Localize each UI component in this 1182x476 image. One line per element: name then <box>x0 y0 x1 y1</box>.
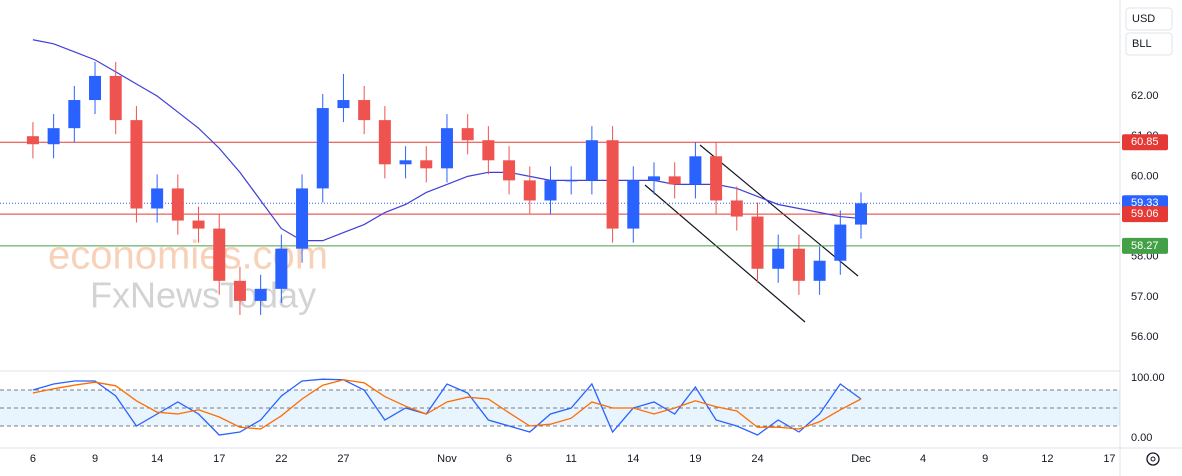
candle-body <box>213 228 226 281</box>
gear[interactable] <box>1146 452 1160 466</box>
button-frame[interactable] <box>1125 32 1173 56</box>
candle-body <box>813 260 826 281</box>
candle-body <box>710 156 723 201</box>
x-tick-label: Dec <box>851 453 871 465</box>
trend-line <box>699 144 859 277</box>
candle-body <box>647 176 660 181</box>
price-tag <box>1122 206 1168 223</box>
candle-body <box>585 140 598 181</box>
button-label[interactable]: BLL <box>1132 38 1152 50</box>
candle-body <box>751 216 764 269</box>
candle-body <box>26 136 39 145</box>
x-tick-label: 6 <box>506 453 512 465</box>
candle-body <box>399 160 412 165</box>
candle-body <box>296 188 309 249</box>
candle-body <box>606 140 619 229</box>
candle-body <box>337 100 350 109</box>
candle-body <box>730 200 743 217</box>
x-tick-label: 11 <box>565 453 576 465</box>
oscillator-line <box>32 378 862 436</box>
x-tick-label: Nov <box>437 453 457 465</box>
price-tag-label: 59.06 <box>1131 208 1159 220</box>
candle-body <box>358 100 371 121</box>
osc-tick-label: 0.00 <box>1131 432 1152 444</box>
y-tick-label: 62.00 <box>1131 90 1159 102</box>
y-tick-label: 60.00 <box>1131 170 1159 182</box>
candle-body <box>275 248 288 289</box>
candle-body <box>233 280 246 301</box>
x-tick-label: 19 <box>689 453 701 465</box>
candle-body <box>523 180 536 201</box>
x-tick-label: 22 <box>275 453 287 465</box>
x-tick-label: 6 <box>30 453 36 465</box>
candle-body <box>47 128 60 145</box>
candle-body <box>772 248 785 269</box>
candle-body <box>544 180 557 201</box>
oscillator-line <box>32 379 862 430</box>
button-frame[interactable] <box>1125 7 1173 31</box>
candle-body <box>668 176 681 185</box>
candle-body <box>130 120 143 209</box>
trend-line <box>644 184 806 323</box>
candle-body <box>834 224 847 261</box>
gear-center[interactable] <box>1150 456 1156 462</box>
candle-body <box>440 128 453 169</box>
candle-body <box>503 160 516 181</box>
price-tag <box>1122 237 1168 254</box>
button-label[interactable]: USD <box>1132 13 1155 25</box>
candle-body <box>151 188 164 209</box>
x-tick-label: 14 <box>627 453 639 465</box>
x-tick-label: 27 <box>337 453 349 465</box>
y-tick-label: 56.00 <box>1131 331 1159 343</box>
osc-tick-label: 100.00 <box>1131 372 1165 384</box>
candle-body <box>378 120 391 165</box>
candle-body <box>109 75 122 121</box>
moving-average <box>32 39 862 242</box>
x-tick-label: 12 <box>1041 453 1053 465</box>
x-tick-label: 24 <box>751 453 763 465</box>
candle-body <box>254 288 267 301</box>
candle-body <box>461 128 474 141</box>
x-tick-label: 17 <box>213 453 225 465</box>
candle-body <box>627 180 640 229</box>
candle-body <box>171 188 184 221</box>
settings-icon[interactable] <box>1146 452 1160 466</box>
currency-button[interactable]: USD <box>1125 7 1173 31</box>
candle-body <box>565 180 578 182</box>
x-tick-label: 4 <box>920 453 926 465</box>
x-tick-label: 9 <box>92 453 98 465</box>
candle-body <box>420 160 433 169</box>
price-tag <box>1122 134 1168 151</box>
candle-body <box>89 75 102 101</box>
x-tick-label: 9 <box>982 453 988 465</box>
candle-body <box>316 108 329 189</box>
candle-body <box>689 156 702 185</box>
candle-body <box>792 248 805 281</box>
unit-button[interactable]: BLL <box>1125 32 1173 56</box>
candle-body <box>68 100 81 129</box>
candle-body <box>482 140 495 161</box>
y-tick-label: 57.00 <box>1131 291 1159 303</box>
price-tag-label: 58.27 <box>1131 240 1159 252</box>
candle-body <box>192 220 205 229</box>
candle-body <box>855 203 868 225</box>
x-tick-label: 17 <box>1103 453 1115 465</box>
x-tick-label: 14 <box>151 453 163 465</box>
price-tag-label: 60.85 <box>1131 136 1159 148</box>
